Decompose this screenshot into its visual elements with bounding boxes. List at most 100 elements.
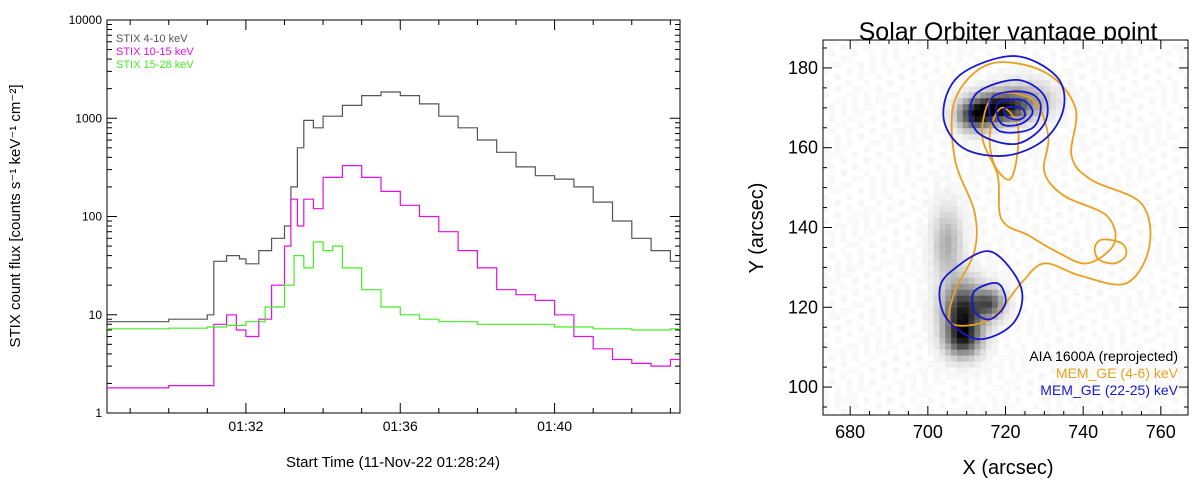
image-pixel <box>1102 67 1109 75</box>
image-pixel <box>1050 121 1057 129</box>
image-pixel <box>1125 349 1133 356</box>
lightcurve-legend: STIX 4-10 keV STIX 10-15 keV STIX 15-28 … <box>116 33 194 71</box>
image-pixel <box>898 391 905 398</box>
image-pixel <box>1079 265 1086 272</box>
image-pixel <box>974 277 981 284</box>
image-pixel <box>904 289 911 296</box>
image-pixel <box>1102 187 1109 194</box>
image-pixel <box>1155 259 1162 266</box>
image-pixel <box>1009 97 1016 105</box>
image-pixel <box>898 253 905 260</box>
image-pixel <box>1184 289 1188 296</box>
image-pixel <box>1073 97 1080 105</box>
image-pixel <box>910 319 917 326</box>
image-pixel <box>904 145 911 153</box>
image-pixel <box>1044 73 1051 81</box>
image-pixel <box>1032 91 1039 99</box>
image-pixel <box>1096 139 1103 147</box>
image-pixel <box>986 319 993 326</box>
image-pixel <box>1032 109 1039 117</box>
image-pixel <box>898 325 905 332</box>
image-pixel <box>875 40 882 45</box>
image-pixel <box>933 229 940 236</box>
image-pixel <box>857 379 865 386</box>
image-pixel <box>962 175 969 182</box>
image-pixel <box>927 193 934 200</box>
image-pixel <box>1149 295 1156 302</box>
image-pixel <box>1003 391 1010 398</box>
image-pixel <box>1125 187 1133 194</box>
image-pixel <box>1021 361 1028 368</box>
image-pixel <box>933 259 940 266</box>
image-pixel <box>898 337 905 344</box>
image-pixel <box>828 229 835 236</box>
image-pixel <box>991 85 999 93</box>
image-pixel <box>974 307 981 314</box>
image-pixel <box>852 40 859 45</box>
image-pixel <box>1149 337 1156 344</box>
image-pixel <box>881 373 888 380</box>
image-pixel <box>904 247 911 254</box>
image-pixel <box>968 265 975 272</box>
image-pixel <box>1073 187 1080 194</box>
image-pixel <box>852 85 859 93</box>
image-pixel <box>892 217 900 224</box>
image-pixel <box>916 163 923 171</box>
image-pixel <box>1061 259 1068 266</box>
image-pixel <box>1137 355 1144 362</box>
image-pixel <box>887 409 894 415</box>
image-pixel <box>863 283 870 290</box>
image-pixel <box>991 283 999 290</box>
image-pixel <box>823 397 830 404</box>
image-pixel <box>828 301 835 308</box>
image-pixel <box>957 373 964 380</box>
image-pixel <box>1184 127 1188 135</box>
image-pixel <box>823 283 830 290</box>
image-pixel <box>1131 283 1138 290</box>
image-pixel <box>986 85 993 93</box>
image-pixel <box>968 133 975 141</box>
image-pixel <box>1032 73 1039 81</box>
image-pixel <box>1021 115 1028 123</box>
image-pixel <box>857 187 865 194</box>
image-pixel <box>916 391 923 398</box>
image-pixel <box>875 217 882 224</box>
image-pixel <box>1085 361 1092 368</box>
image-pixel <box>863 361 870 368</box>
image-pixel <box>1067 253 1074 260</box>
image-pixel <box>846 193 853 200</box>
map-y-tick-label: 100 <box>788 377 818 397</box>
image-pixel <box>1166 187 1173 194</box>
image-pixel <box>1073 241 1080 248</box>
image-pixel <box>1090 379 1098 386</box>
map-y-tick-label: 140 <box>788 218 818 238</box>
image-pixel <box>1166 301 1173 308</box>
image-pixel <box>910 115 917 123</box>
map-x-tick-label: 740 <box>1068 422 1098 442</box>
image-pixel <box>1056 271 1063 278</box>
image-pixel <box>1120 73 1127 81</box>
image-pixel <box>834 325 841 332</box>
image-pixel <box>1137 50 1144 57</box>
image-pixel <box>1061 223 1068 230</box>
image-pixel <box>951 211 958 218</box>
image-pixel <box>852 367 859 374</box>
image-pixel <box>997 73 1004 81</box>
image-pixel <box>991 403 999 410</box>
image-pixel <box>991 121 999 129</box>
image-pixel <box>1044 67 1051 75</box>
image-pixel <box>852 115 859 123</box>
image-pixel <box>968 277 975 284</box>
image-pixel <box>1131 397 1138 404</box>
image-pixel <box>887 217 894 224</box>
image-pixel <box>997 193 1004 200</box>
image-pixel <box>892 163 900 171</box>
image-pixel <box>1056 277 1063 284</box>
image-pixel <box>1009 40 1016 45</box>
image-pixel <box>828 127 835 135</box>
image-pixel <box>1166 121 1173 129</box>
image-pixel <box>1155 67 1162 75</box>
image-pixel <box>933 331 940 338</box>
image-pixel <box>1108 79 1115 87</box>
